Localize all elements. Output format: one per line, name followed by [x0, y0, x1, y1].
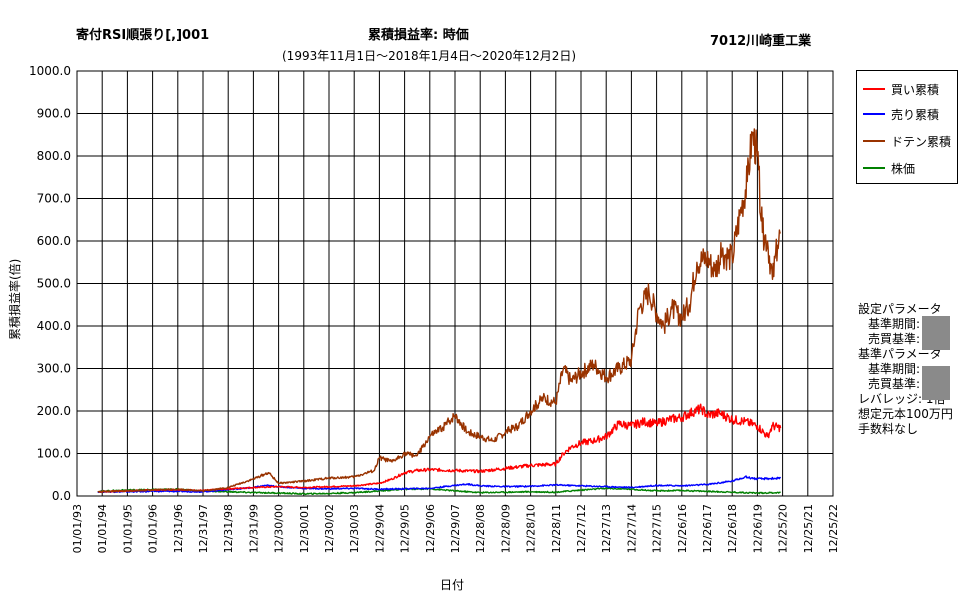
setting-trade-rule: 売買基準: [868, 332, 921, 346]
y-tick-label: 100.0 [37, 447, 71, 461]
x-tick-label: 12/29/04 [373, 504, 386, 553]
x-tick-label: 12/31/96 [172, 504, 185, 553]
x-tick-label: 12/26/16 [676, 504, 689, 553]
x-tick-label: 12/25/22 [827, 504, 840, 553]
x-tick-label: 01/01/96 [147, 504, 160, 553]
legend-label-doten: ドテン累積 [891, 135, 952, 149]
legend-swatch-price [863, 167, 885, 169]
x-tick-label: 12/31/98 [222, 504, 235, 553]
y-tick-label: 600.0 [37, 234, 71, 248]
x-tick-label: 12/25/21 [802, 504, 815, 553]
x-tick-label: 01/01/95 [121, 504, 134, 553]
x-tick-label: 12/30/03 [348, 504, 361, 553]
legend-swatch-buy [863, 88, 885, 90]
x-tick-label: 12/28/08 [474, 504, 487, 553]
y-tick-label: 400.0 [37, 319, 71, 333]
redacted-base-values [922, 366, 950, 400]
x-tick-label: 12/27/14 [625, 504, 638, 553]
base-trade-rule: 売買基準: [868, 377, 921, 391]
legend-swatch-sell [863, 113, 885, 115]
x-tick-label: 12/29/06 [424, 504, 437, 553]
legend-swatch-doten [863, 140, 885, 142]
y-tick-label: 700.0 [37, 192, 71, 206]
capital-text: 想定元本100万円 [858, 407, 953, 421]
series-line-sell [97, 475, 782, 494]
x-tick-label: 12/27/13 [600, 504, 613, 553]
x-tick-label: 12/25/20 [777, 504, 790, 553]
x-tick-label: 12/29/07 [449, 504, 462, 553]
base-period: 基準期間: [868, 362, 921, 376]
redacted-setting-values [922, 316, 950, 350]
x-tick-label: 12/30/02 [323, 504, 336, 553]
x-tick-label: 12/29/05 [399, 504, 412, 553]
legend-label-sell: 売り累積 [891, 108, 940, 122]
x-tick-label: 12/28/09 [499, 504, 512, 553]
setting-period: 基準期間: [868, 317, 921, 331]
x-tick-label: 12/31/99 [247, 504, 260, 553]
y-tick-label: 1000.0 [29, 64, 71, 78]
legend-label-price: 株価 [891, 162, 916, 176]
x-tick-label: 12/28/11 [550, 504, 563, 553]
y-tick-label: 300.0 [37, 362, 71, 376]
chart-title-left: 寄付RSI順張り[,]001 [76, 28, 210, 43]
x-tick-label: 12/26/17 [701, 504, 714, 553]
chart-subtitle: (1993年11月1日～2018年1月4日～2020年12月2日) [282, 49, 577, 63]
y-tick-label: 200.0 [37, 404, 71, 418]
chart-title-center: 累積損益率: 時価 [368, 28, 469, 43]
x-tick-label: 01/01/93 [71, 504, 84, 553]
x-tick-label: 01/01/94 [96, 504, 109, 553]
y-tick-label: 500.0 [37, 277, 71, 291]
x-tick-label: 12/26/19 [751, 504, 764, 553]
y-tick-label: 800.0 [37, 149, 71, 163]
legend-label-buy: 買い累積 [891, 83, 940, 97]
y-tick-label: 0.0 [52, 489, 71, 503]
x-axis-label: 日付 [440, 578, 465, 592]
y-tick-label: 900.0 [37, 107, 71, 121]
base-params-header: 基準パラメータ [858, 347, 942, 361]
x-tick-label: 12/26/18 [726, 504, 739, 553]
x-tick-label: 12/31/97 [197, 504, 210, 553]
parameter-panel: 設定パラメータ 基準期間: 売買基準: 基準パラメータ 基準期間: 売買基準: … [858, 302, 953, 437]
y-axis-label: 累積損益率(倍) [8, 258, 22, 340]
x-tick-label: 12/30/00 [273, 504, 286, 553]
legend: 買い累積 売り累積 ドテン累積 株価 [856, 70, 958, 184]
x-tick-label: 12/30/01 [298, 504, 311, 553]
fee-text: 手数料なし [858, 422, 919, 436]
x-tick-label: 12/27/12 [575, 504, 588, 553]
x-tick-label: 12/27/15 [651, 504, 664, 553]
setting-params-header: 設定パラメータ [858, 302, 942, 316]
x-tick-label: 12/28/10 [525, 504, 538, 553]
stock-name: 7012川崎重工業 [710, 34, 812, 49]
series-line-doten [97, 128, 782, 493]
